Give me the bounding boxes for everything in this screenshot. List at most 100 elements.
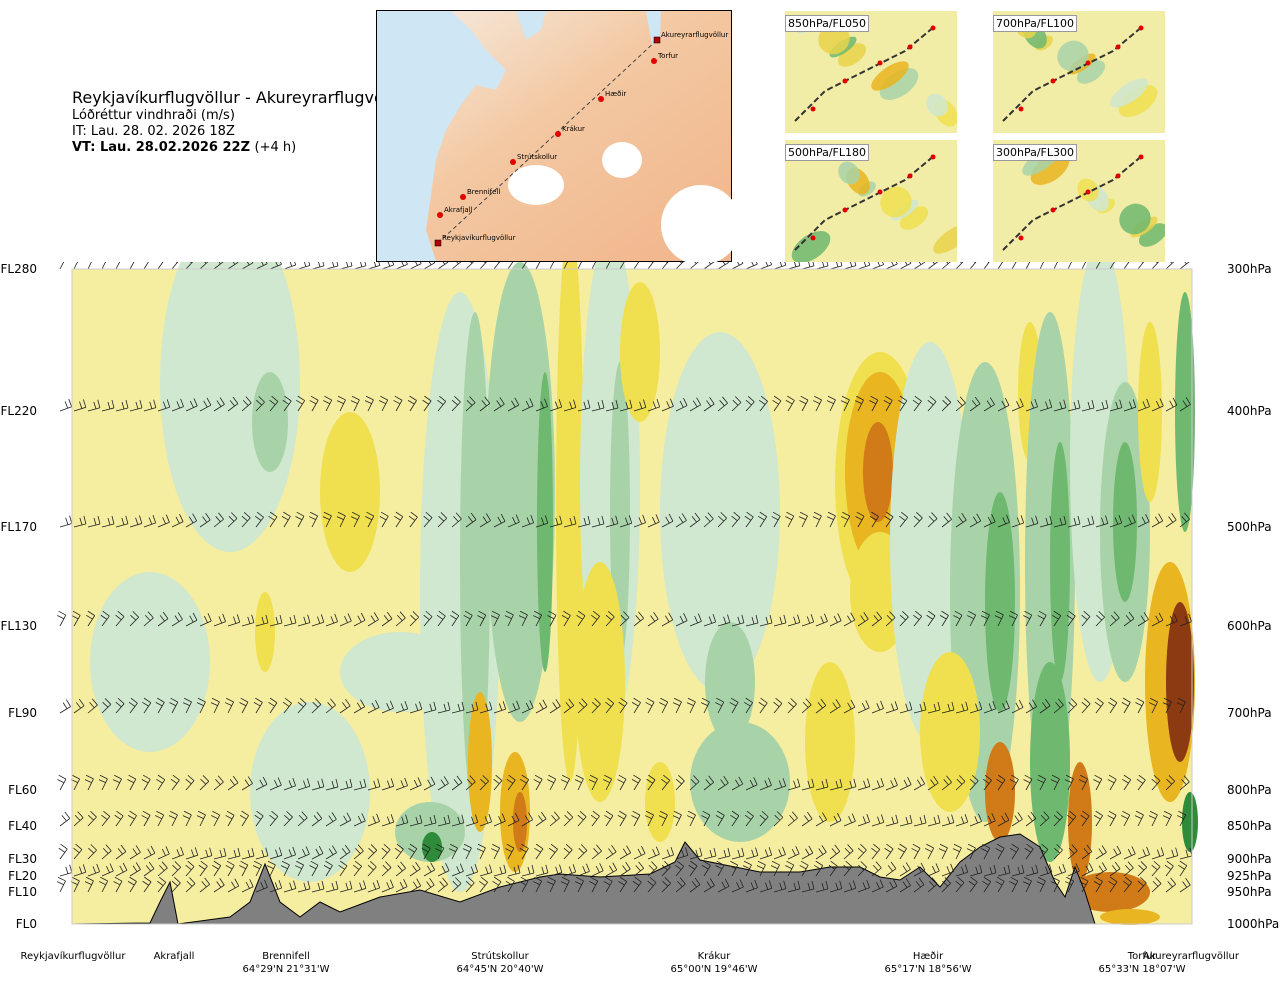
wind-barb [661, 846, 675, 860]
wind-barb [127, 876, 137, 893]
wind-barb [955, 701, 969, 714]
wind-barb [409, 262, 422, 270]
wind-barb [1165, 877, 1177, 893]
route-point-name: Torfur [1127, 951, 1157, 962]
wind-barb [1080, 810, 1090, 827]
wind-barb [997, 514, 1010, 528]
wind-barb [899, 262, 912, 270]
wind-barb [969, 864, 983, 877]
wind-barb [465, 864, 479, 877]
wind-barb [437, 776, 449, 791]
wind-barb [703, 512, 714, 528]
wind-barb [381, 814, 395, 827]
wind-barb [311, 811, 323, 827]
field-contour [690, 722, 790, 842]
wind-barb [339, 844, 351, 860]
wind-barb [938, 843, 948, 860]
wind-barb [787, 698, 797, 714]
route-point-label: Krákur 65°00'N 19°46'W [644, 950, 784, 976]
wind-barb [339, 613, 352, 627]
wind-barb [619, 862, 631, 877]
wind-barb [283, 880, 297, 893]
wind-barb [815, 262, 829, 270]
wind-barb [1039, 811, 1050, 827]
fjord-north [646, 11, 661, 45]
wind-barb [983, 864, 997, 877]
field-contour [705, 622, 755, 742]
wind-barb [129, 399, 143, 412]
left-axis-tick-label: FL30 [8, 852, 37, 866]
left-axis-tick-label: FL0 [16, 917, 37, 931]
wind-barb [913, 862, 926, 877]
wind-barb-row [57, 262, 1191, 270]
wind-barb [281, 511, 291, 528]
wind-barb [955, 775, 966, 791]
wind-barb [773, 614, 787, 627]
wind-barb [745, 847, 759, 860]
wind-barb [801, 811, 813, 827]
wind-barb [255, 847, 269, 860]
wind-barb [968, 876, 978, 893]
wind-barb [661, 513, 674, 528]
wind-barb [715, 860, 725, 877]
wind-barb [393, 395, 403, 412]
wind-barb [99, 876, 109, 893]
wind-barb [59, 811, 71, 827]
wind-barb [142, 697, 152, 714]
wind-barb [227, 878, 240, 893]
wind-barb [927, 262, 939, 270]
field-contour [1166, 602, 1194, 762]
wind-barb [252, 860, 262, 877]
wind-barb [156, 262, 166, 270]
glacier-vatnajokull [661, 185, 732, 262]
wind-barb [437, 877, 448, 893]
wind-barb [759, 847, 773, 860]
wind-barb [1093, 810, 1103, 827]
wind-barb [451, 396, 461, 412]
wind-barb [336, 395, 346, 412]
wind-barb [115, 399, 129, 412]
wind-barb [1093, 774, 1103, 791]
field-contour [1113, 442, 1137, 602]
left-axis-tick-label: FL220 [1, 404, 38, 418]
wind-barb [675, 513, 687, 528]
wind-barb [1023, 262, 1033, 270]
wind-barb [269, 810, 279, 827]
wind-barb [171, 262, 181, 270]
wind-barb [437, 262, 449, 270]
mini-map: 300hPa/FL300 [993, 140, 1168, 262]
wind-barb [87, 698, 98, 714]
wind-barb [577, 863, 590, 877]
wind-barb [506, 262, 516, 270]
field-contour [255, 592, 275, 672]
wind-barb [815, 613, 828, 627]
wind-barb [199, 262, 210, 270]
wind-barb [689, 877, 701, 893]
wind-barb [101, 810, 111, 827]
wind-barb [969, 262, 979, 270]
wind-barb [1093, 876, 1103, 893]
wind-barb [913, 701, 927, 714]
wind-barb [322, 511, 332, 528]
wind-barb [588, 262, 598, 270]
wind-barb [353, 813, 366, 827]
wind-barb [983, 514, 996, 528]
wind-barb [297, 846, 310, 860]
wind-barb [675, 877, 686, 893]
wind-barb [744, 511, 754, 528]
wind-barb [381, 843, 391, 860]
wind-barb [871, 861, 882, 877]
wind-barb [227, 396, 239, 412]
wind-barb [758, 511, 768, 528]
wind-barb [857, 700, 870, 714]
wind-barb [661, 861, 671, 877]
wind-barb [631, 774, 641, 791]
wind-barb [843, 778, 857, 791]
wind-barb [84, 876, 94, 893]
wind-barb [647, 846, 660, 860]
wind-barb [381, 879, 394, 893]
wind-barb [703, 878, 715, 893]
wind-barb [644, 810, 654, 827]
wind-barb [647, 876, 657, 893]
wind-barb [101, 698, 112, 714]
